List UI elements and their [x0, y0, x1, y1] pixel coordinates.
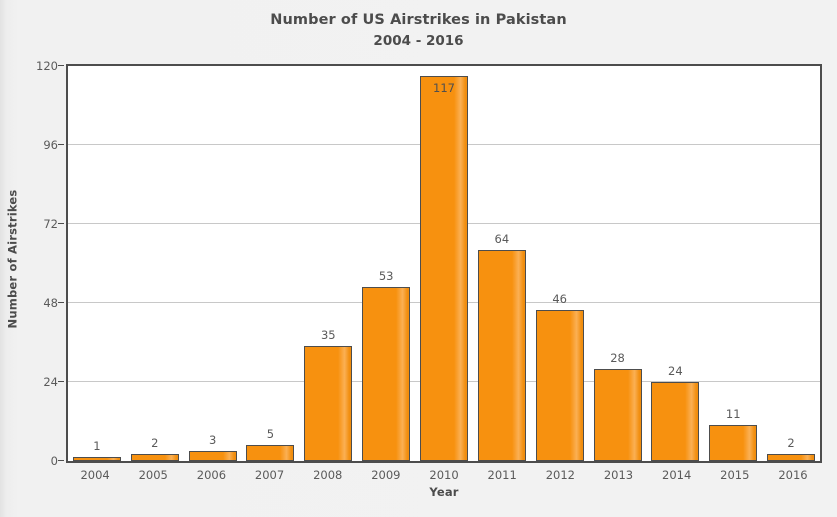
- x-axis-tick-label: 2013: [603, 468, 634, 482]
- bar-slot: 64: [473, 66, 531, 461]
- bar[interactable]: 11: [709, 407, 758, 461]
- bar-slot: 5: [242, 66, 300, 461]
- bar[interactable]: 53: [362, 269, 411, 461]
- y-axis-tick-mark: [58, 381, 64, 382]
- bar[interactable]: 2: [767, 436, 816, 461]
- bar-value-label: 46: [552, 291, 567, 306]
- x-axis-tick-label: 2006: [196, 468, 227, 482]
- x-axis-title: Year: [429, 485, 459, 499]
- chart-subtitle: 2004 - 2016: [373, 33, 464, 49]
- bar-value-label: 3: [208, 433, 217, 448]
- bar-value-label: 5: [266, 426, 275, 441]
- bar-value-label: 2: [151, 436, 159, 451]
- x-axis-tick-label: 2010: [429, 468, 459, 482]
- bar[interactable]: 117: [419, 75, 468, 461]
- bar[interactable]: 46: [535, 292, 584, 461]
- bar-value-label: 2: [787, 436, 795, 451]
- bar-slot: 24: [646, 66, 704, 461]
- bar-value-label: 53: [378, 268, 394, 283]
- bar-value-label: 64: [494, 232, 510, 247]
- bar-value-label: 1: [93, 439, 101, 453]
- x-axis-tick-label: 2007: [254, 468, 285, 482]
- plot-area: 1 2 3 5 35 53 117 64 46 28 24 11 2: [66, 64, 822, 463]
- x-axis-tick-label: 2011: [487, 468, 517, 482]
- bar-value-label: 11: [725, 406, 741, 421]
- x-axis-tick-label: 2008: [313, 468, 343, 482]
- x-axis-tick-label: 2005: [138, 468, 168, 482]
- bar[interactable]: 35: [304, 328, 353, 461]
- bar-slot: 1: [68, 66, 126, 461]
- bar-slot: 53: [357, 66, 415, 461]
- y-axis-tick-label: 96: [43, 138, 58, 152]
- y-axis-tick-label: 0: [50, 454, 58, 468]
- x-axis-tick-label: 2015: [720, 468, 750, 482]
- y-axis-tick-mark: [58, 223, 64, 224]
- y-axis-tick-mark: [58, 144, 64, 145]
- bar-slot: 2: [762, 66, 820, 461]
- bar-slot: 46: [531, 66, 589, 461]
- bar[interactable]: 1: [72, 439, 121, 461]
- y-axis-tick-labels: 0 24 48 72 96 120: [0, 59, 64, 468]
- bar-slot: 28: [589, 66, 647, 461]
- y-axis-tick-label: 120: [36, 59, 58, 73]
- chart-title-block: Number of US Airstrikes in Pakistan 2004…: [0, 11, 837, 51]
- page-title: Number of US Airstrikes in Pakistan: [270, 12, 567, 28]
- bar-value-label: 35: [320, 327, 336, 342]
- bar-slot: 11: [704, 66, 762, 461]
- x-axis-tick-label: 2004: [80, 468, 110, 482]
- plot-inner: 1 2 3 5 35 53 117 64 46 28 24 11 2: [68, 66, 820, 461]
- y-axis-tick-label: 24: [43, 375, 58, 389]
- bar-value-label: 28: [610, 350, 625, 365]
- bar[interactable]: 3: [188, 433, 237, 461]
- x-axis-tick-label: 2014: [662, 468, 692, 482]
- bar-slot: 3: [184, 66, 242, 461]
- y-axis-tick-label: 48: [43, 296, 58, 310]
- bar-value-label: 117: [433, 80, 455, 95]
- x-axis-tick-label: 2016: [778, 468, 808, 482]
- x-axis-tick-label: 2009: [371, 468, 401, 482]
- y-axis-tick-label: 72: [43, 217, 58, 231]
- x-axis-tick-label: 2012: [545, 468, 575, 482]
- x-axis-tick-labels: 2004 2005 2006 2007 2008 2009 2010 2011 2012 2013…: [66, 466, 822, 486]
- y-axis-tick-mark: [58, 302, 64, 303]
- y-axis-tick-mark: [58, 460, 64, 461]
- bar[interactable]: 64: [477, 232, 526, 461]
- bar[interactable]: 24: [651, 364, 700, 461]
- bar[interactable]: 5: [246, 427, 295, 461]
- y-axis-tick-mark: [58, 65, 64, 66]
- bar-slot: 117: [415, 66, 473, 461]
- bar-slot: 35: [299, 66, 357, 461]
- bars-layer: 1 2 3 5 35 53 117 64 46 28 24 11 2: [68, 66, 820, 461]
- bar[interactable]: 2: [130, 436, 179, 461]
- bar[interactable]: 28: [593, 351, 642, 461]
- bar-value-label: 24: [668, 364, 683, 378]
- bar-slot: 2: [126, 66, 184, 461]
